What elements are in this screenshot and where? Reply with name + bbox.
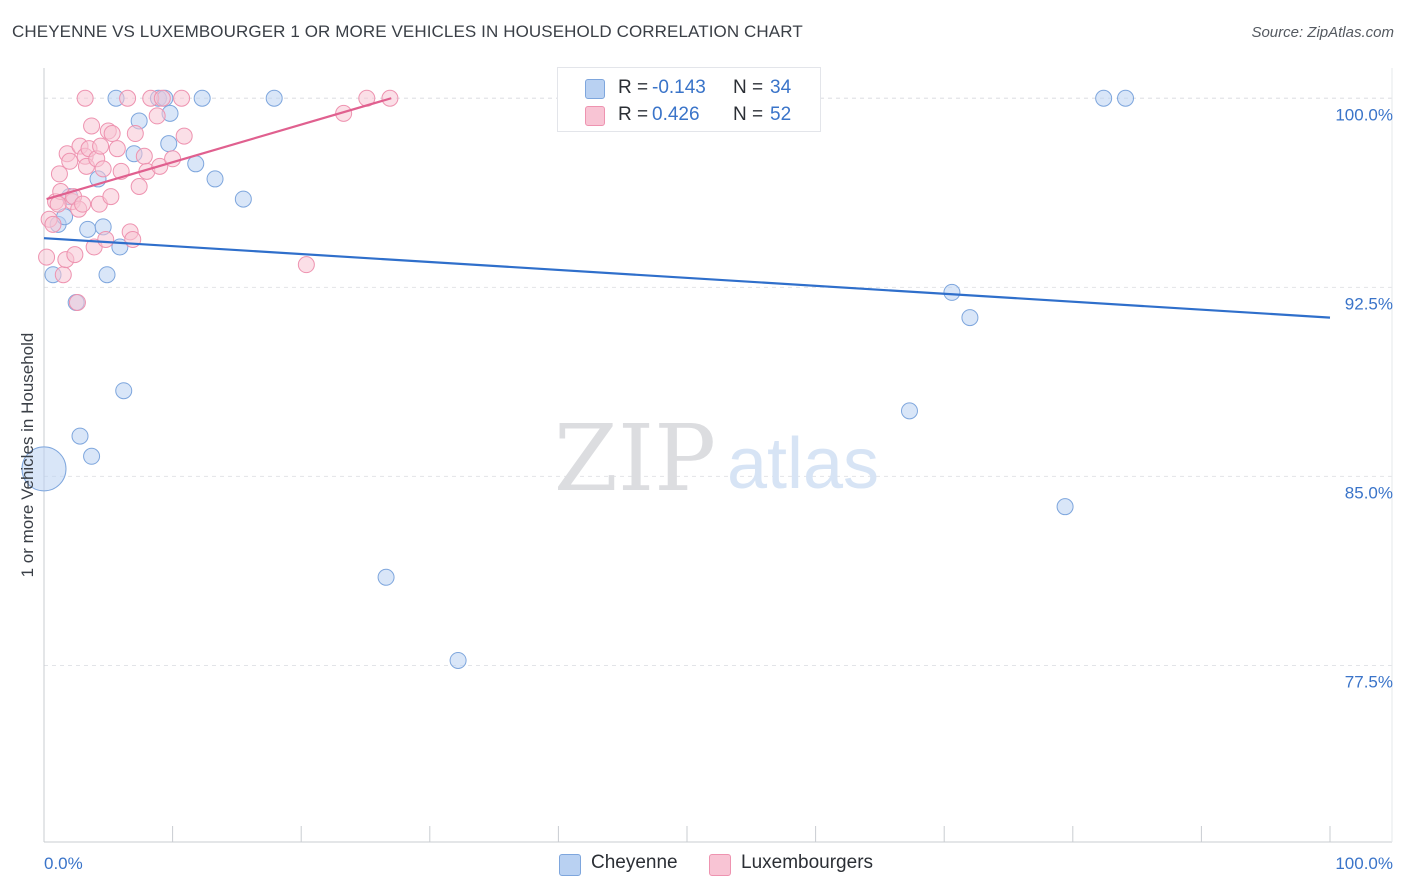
cheyenne-point[interactable] bbox=[21, 446, 67, 492]
cheyenne-swatch bbox=[585, 79, 605, 99]
y-tick-label: 92.5% bbox=[1345, 294, 1393, 313]
y-axis-label: 1 or more Vehicles in Household bbox=[18, 332, 37, 578]
tick-labels: 100.0% 92.5% 85.0% 77.5% 0.0% 100.0% bbox=[44, 105, 1393, 873]
luxembourgers-point[interactable] bbox=[54, 266, 72, 284]
chart-title: CHEYENNE VS LUXEMBOURGER 1 OR MORE VEHIC… bbox=[12, 22, 803, 41]
cheyenne-point[interactable] bbox=[115, 382, 133, 400]
luxembourgers-trend-line bbox=[46, 97, 392, 201]
watermark: ZIP atlas bbox=[554, 405, 879, 512]
legend-label: Cheyenne bbox=[591, 852, 678, 873]
y-tick-label: 100.0% bbox=[1335, 105, 1393, 124]
cheyenne-point[interactable] bbox=[206, 170, 224, 188]
cheyenne-trend-line bbox=[43, 237, 1331, 319]
luxembourgers-point[interactable] bbox=[97, 230, 115, 248]
luxembourgers-point[interactable] bbox=[130, 177, 148, 195]
cheyenne-point[interactable] bbox=[71, 427, 89, 445]
luxembourgers-point[interactable] bbox=[83, 117, 101, 135]
r-label: R = bbox=[618, 77, 649, 98]
x-tick-label-max: 100.0% bbox=[1335, 854, 1393, 873]
luxembourgers-point[interactable] bbox=[119, 89, 137, 107]
luxembourgers-point[interactable] bbox=[173, 89, 191, 107]
axes bbox=[43, 68, 1393, 843]
cheyenne-point[interactable] bbox=[160, 135, 178, 153]
cheyenne-point[interactable] bbox=[377, 568, 395, 586]
cheyenne-point[interactable] bbox=[193, 89, 211, 107]
luxembourgers-point[interactable] bbox=[61, 152, 79, 170]
source-credit: Source: ZipAtlas.com bbox=[1251, 24, 1394, 41]
r-value: 0.426 bbox=[652, 104, 700, 125]
cheyenne-point[interactable] bbox=[83, 447, 101, 465]
r-value: -0.143 bbox=[652, 77, 706, 98]
y-tick-label: 77.5% bbox=[1345, 673, 1393, 692]
luxembourgers-swatch bbox=[709, 854, 731, 876]
luxembourgers-point[interactable] bbox=[49, 195, 67, 213]
trend-lines bbox=[43, 97, 1331, 319]
luxembourgers-swatch bbox=[585, 106, 605, 126]
cheyenne-point[interactable] bbox=[98, 266, 116, 284]
cheyenne-point[interactable] bbox=[449, 651, 467, 669]
luxembourgers-point[interactable] bbox=[103, 125, 121, 143]
watermark-atlas: atlas bbox=[727, 424, 879, 504]
luxembourgers-point[interactable] bbox=[135, 147, 153, 165]
legend-label: Luxembourgers bbox=[741, 852, 874, 873]
n-value: 34 bbox=[770, 77, 792, 98]
n-value: 52 bbox=[770, 104, 792, 125]
r-label: R = bbox=[618, 104, 649, 125]
n-label: N = bbox=[733, 77, 764, 98]
cheyenne-point[interactable] bbox=[943, 283, 961, 301]
luxembourgers-point[interactable] bbox=[50, 165, 68, 183]
legend-row-luxembourgers: R = 0.426 N = 52 bbox=[558, 103, 820, 129]
luxembourgers-point[interactable] bbox=[94, 160, 112, 178]
cheyenne-point[interactable] bbox=[900, 402, 918, 420]
luxembourgers-point[interactable] bbox=[148, 107, 166, 125]
watermark-zip: ZIP bbox=[554, 405, 716, 512]
data-points bbox=[21, 89, 1135, 669]
luxembourgers-point[interactable] bbox=[38, 248, 56, 266]
legend-row-cheyenne: R = -0.143 N = 34 bbox=[558, 76, 820, 102]
cheyenne-point[interactable] bbox=[234, 190, 252, 208]
luxembourgers-point[interactable] bbox=[92, 137, 110, 155]
luxembourgers-point[interactable] bbox=[66, 246, 84, 264]
cheyenne-point[interactable] bbox=[961, 309, 979, 327]
luxembourgers-point[interactable] bbox=[76, 89, 94, 107]
luxembourgers-point[interactable] bbox=[102, 188, 120, 206]
luxembourgers-point[interactable] bbox=[175, 127, 193, 145]
n-label: N = bbox=[733, 104, 764, 125]
luxembourgers-point[interactable] bbox=[108, 140, 126, 158]
series-legend: Cheyenne Luxembourgers bbox=[0, 852, 1406, 878]
cheyenne-point[interactable] bbox=[1117, 89, 1135, 107]
luxembourgers-point[interactable] bbox=[68, 293, 86, 311]
cheyenne-point[interactable] bbox=[1056, 498, 1074, 516]
cheyenne-point[interactable] bbox=[1095, 89, 1113, 107]
luxembourgers-point[interactable] bbox=[297, 256, 315, 274]
cheyenne-point[interactable] bbox=[265, 89, 283, 107]
cheyenne-swatch bbox=[559, 854, 581, 876]
luxembourgers-point[interactable] bbox=[44, 215, 62, 233]
grid-lines bbox=[44, 97, 1392, 667]
x-tick-label-min: 0.0% bbox=[44, 854, 83, 873]
luxembourgers-point[interactable] bbox=[153, 89, 171, 107]
luxembourgers-point[interactable] bbox=[74, 195, 92, 213]
cheyenne-point[interactable] bbox=[79, 220, 97, 238]
y-tick-label: 85.0% bbox=[1345, 483, 1393, 502]
correlation-legend: R = -0.143 N = 34 R = 0.426 N = 52 bbox=[557, 67, 821, 132]
luxembourgers-point[interactable] bbox=[126, 125, 144, 143]
